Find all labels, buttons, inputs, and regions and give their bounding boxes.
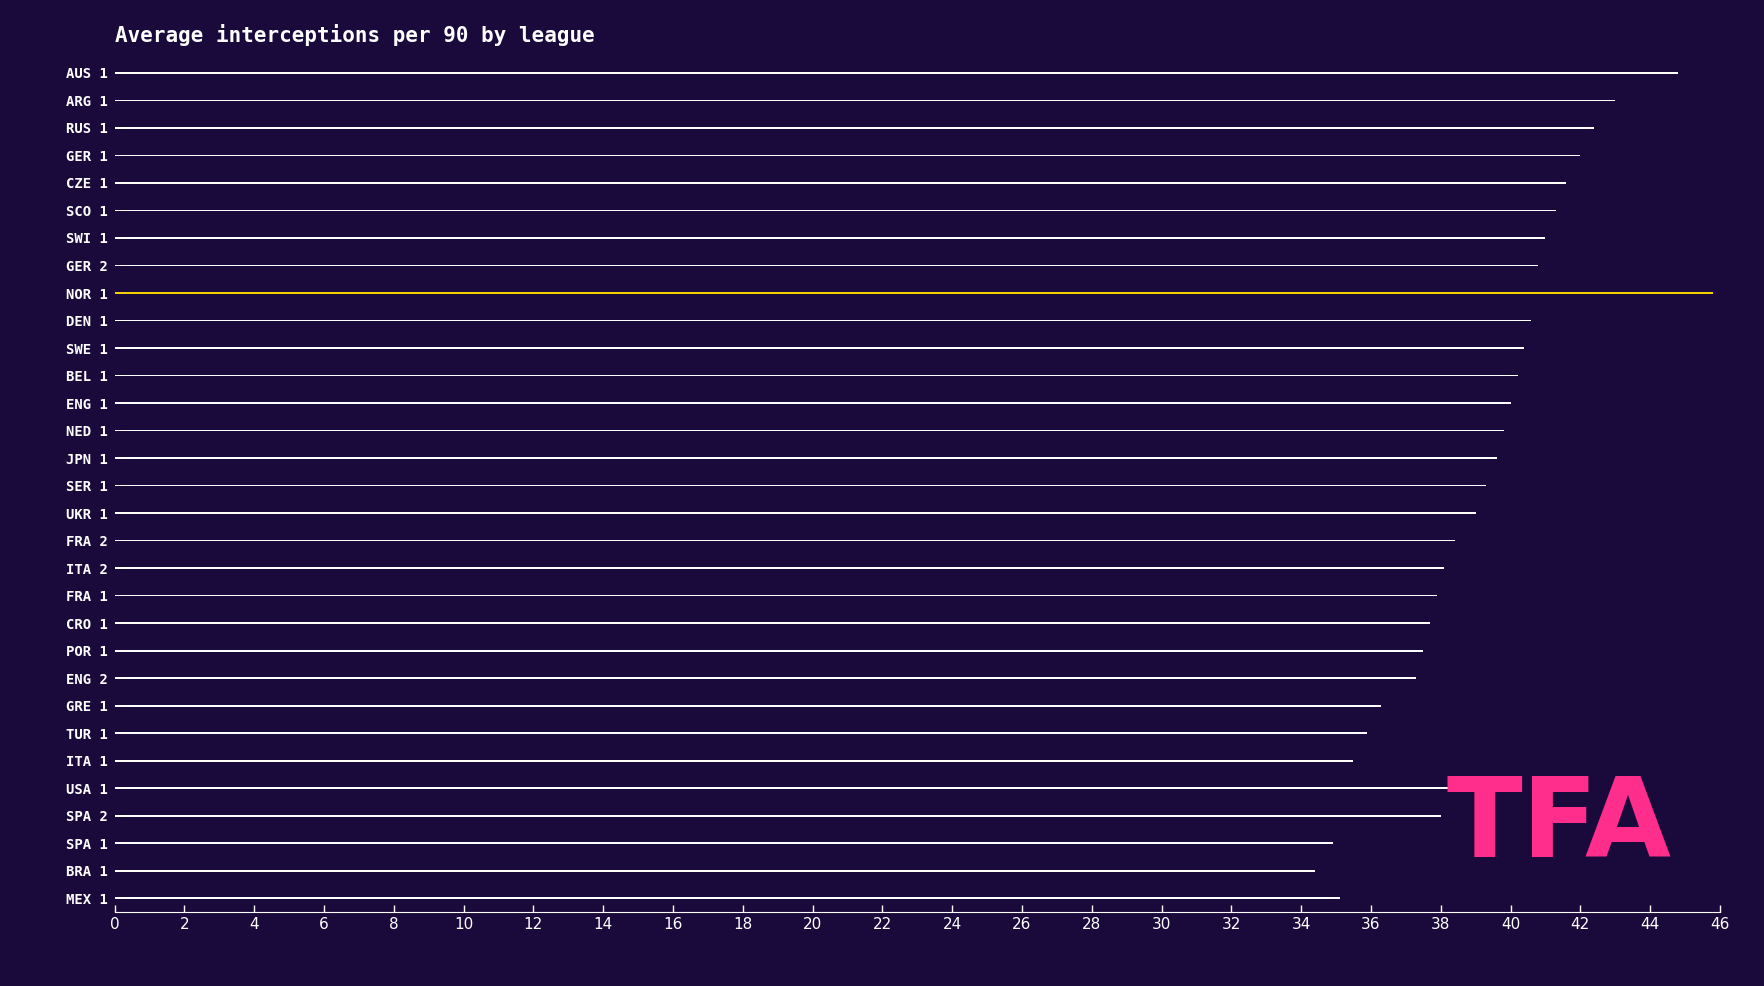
Bar [115, 430, 1503, 432]
Bar [115, 622, 1431, 624]
Bar [115, 347, 1524, 349]
Bar [115, 513, 1476, 514]
Bar [115, 870, 1316, 872]
Bar [115, 319, 1531, 321]
Bar [115, 842, 1332, 844]
Bar [115, 567, 1445, 569]
Text: TFA: TFA [1446, 773, 1672, 880]
Bar [115, 595, 1438, 597]
Bar [115, 705, 1381, 707]
Bar [115, 72, 1678, 74]
Bar [115, 650, 1424, 652]
Bar [115, 375, 1517, 377]
Bar [115, 485, 1485, 486]
Bar [115, 210, 1556, 211]
Bar [115, 733, 1367, 734]
Bar [115, 182, 1566, 183]
Bar [115, 127, 1595, 129]
Bar [115, 292, 1713, 294]
Bar [115, 100, 1616, 102]
Bar [115, 402, 1510, 404]
Bar [115, 815, 1441, 816]
Bar [115, 677, 1416, 679]
Bar [115, 264, 1538, 266]
Text: Average interceptions per 90 by league: Average interceptions per 90 by league [115, 25, 594, 46]
Bar [115, 897, 1339, 899]
Bar [115, 788, 1448, 789]
Bar [115, 155, 1581, 156]
Bar [115, 760, 1353, 761]
Bar [115, 539, 1455, 541]
Bar [115, 238, 1545, 239]
